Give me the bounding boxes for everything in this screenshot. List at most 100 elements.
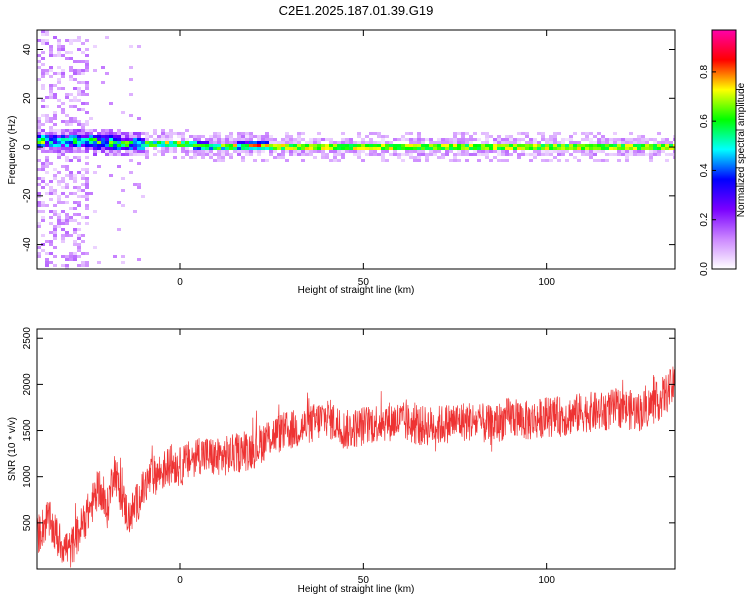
spectrogram-cell (385, 135, 389, 138)
spectrogram-cell (49, 180, 53, 183)
spectrogram-cell (69, 117, 73, 120)
spectrogram-cell (565, 144, 569, 147)
spectrogram-cell (101, 141, 105, 144)
spectrogram-cell (73, 135, 77, 138)
spectrogram-cell (37, 252, 41, 255)
spectrogram-cell (101, 129, 105, 132)
spectrogram-cell (569, 135, 573, 138)
spectrogram-cell (85, 198, 89, 201)
spectrogram-cell (665, 147, 669, 150)
spectrogram-cell (257, 147, 261, 150)
spectrogram-cell (429, 150, 433, 153)
spectrogram-cell (53, 189, 57, 192)
spectrogram-cell (61, 108, 65, 111)
spectrogram-cell (53, 213, 57, 216)
spectrogram-cell (557, 144, 561, 147)
spectrogram-cell (73, 156, 77, 159)
spectrogram-cell (229, 135, 233, 138)
spectrogram-cell (61, 237, 65, 240)
spectrogram-cell (53, 84, 57, 87)
spectrogram-cell (337, 159, 341, 162)
spectrogram-cell (193, 150, 197, 153)
spectrogram-cell (85, 102, 89, 105)
spectrogram-cell (49, 141, 53, 144)
spectrogram-cell (73, 192, 77, 195)
spectrogram-cell (45, 114, 49, 117)
spectrogram-cell (605, 141, 609, 144)
spectrogram-cell (113, 147, 117, 150)
spectrogram-cell (77, 69, 81, 72)
spectrogram-cell (85, 87, 89, 90)
spectrogram-cell (89, 117, 93, 120)
spectrogram-cell (49, 54, 53, 57)
spectrogram-cell (241, 138, 245, 141)
spectrogram-cell (617, 153, 621, 156)
spectrogram-cell (81, 141, 85, 144)
spectrogram-cell (41, 87, 45, 90)
spectrogram-cell (641, 135, 645, 138)
spectrogram-cell (397, 138, 401, 141)
spectrogram-cell (61, 177, 65, 180)
spectrogram-cell (133, 183, 137, 186)
spectrogram-cell (81, 108, 85, 111)
spectrogram-cell (241, 150, 245, 153)
spectrogram-cell (381, 156, 385, 159)
spectrogram-cell (249, 153, 253, 156)
spectrogram-cell (193, 147, 197, 150)
spectrogram-cell (61, 264, 65, 267)
spectrogram-cell (409, 147, 413, 150)
spectrogram-cell (469, 135, 473, 138)
spectrogram-cell (65, 129, 69, 132)
spectrogram-cell (45, 171, 49, 174)
spectrogram-cell (53, 174, 57, 177)
spectrogram-cell (573, 156, 577, 159)
spectrogram-cell (89, 147, 93, 150)
spectrogram-cell (269, 141, 273, 144)
spectrogram-cell (637, 135, 641, 138)
spectrogram-cell (369, 138, 373, 141)
spectrogram-cell (661, 147, 665, 150)
spectrogram-cell (41, 33, 45, 36)
spectrogram-cell (389, 144, 393, 147)
spectrogram-cell (53, 255, 57, 258)
spectrogram-cell (41, 57, 45, 60)
spectrogram-cell (49, 162, 53, 165)
spectrogram-cell (45, 258, 49, 261)
spectrogram-cell (77, 132, 81, 135)
spectrogram-cell (541, 132, 545, 135)
spectrogram-cell (305, 150, 309, 153)
spectrogram-cell (629, 132, 633, 135)
spectrogram-cell (261, 135, 265, 138)
spectrogram-cell (45, 105, 49, 108)
spectrogram-cell (561, 138, 565, 141)
spectrogram-cell (201, 144, 205, 147)
spectrogram-cell (185, 144, 189, 147)
spectrogram-cell (37, 147, 41, 150)
spectrogram-cell (81, 261, 85, 264)
spectrogram-cell (73, 258, 77, 261)
spectrogram-cell (81, 81, 85, 84)
spectrogram-cell (609, 144, 613, 147)
spectrogram-cell (53, 123, 57, 126)
spectrogram-cell (129, 138, 133, 141)
spectrogram-cell (85, 186, 89, 189)
spectrogram-cell (97, 141, 101, 144)
spectrogram-cell (65, 255, 69, 258)
spectrogram-cell (465, 159, 469, 162)
spectrogram-cell (657, 132, 661, 135)
spectrogram-cell (77, 129, 81, 132)
spectrogram-cell (61, 222, 65, 225)
spectrogram-cell (61, 75, 65, 78)
spectrogram-cell (601, 141, 605, 144)
spectrogram-cell (49, 90, 53, 93)
spectrogram-cell (653, 141, 657, 144)
spectrogram-cell (113, 141, 117, 144)
snr-y-tick-label: 2500 (22, 327, 33, 350)
spectrogram-cell (121, 111, 125, 114)
spectrogram-cell (437, 147, 441, 150)
spectrogram-cell (413, 156, 417, 159)
spectrogram-cell (377, 153, 381, 156)
spectrogram-cell (101, 144, 105, 147)
spectrogram-cell (65, 264, 69, 267)
spectrogram-cell (645, 141, 649, 144)
